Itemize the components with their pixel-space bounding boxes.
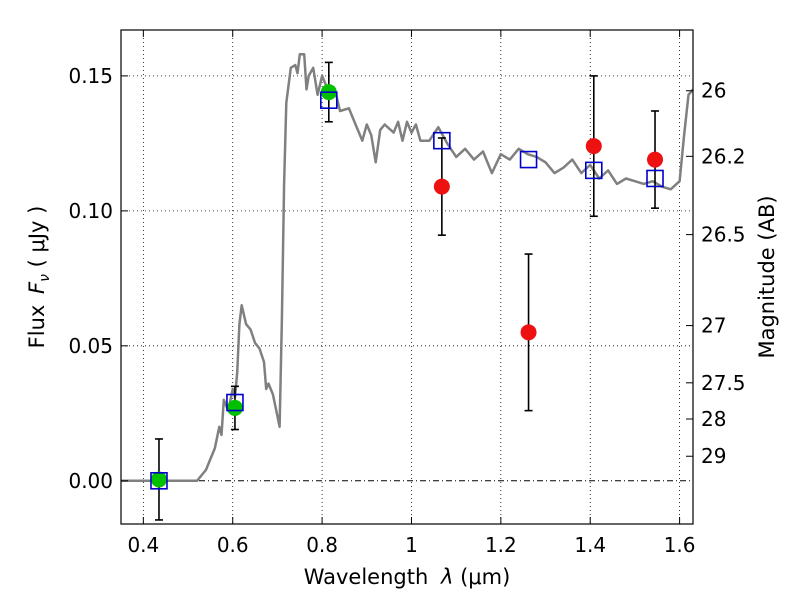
y-axis-label-text: Flux	[25, 305, 49, 349]
green-point	[150, 471, 167, 488]
y-axis-label: Flux Fν ( μJy )	[25, 206, 54, 349]
red-point	[585, 138, 602, 155]
plot-area	[121, 30, 693, 524]
x-tick-label: 1.6	[664, 533, 696, 557]
right-tick-label: 29	[701, 444, 726, 468]
x-tick-label: 1.2	[485, 533, 517, 557]
x-tick-label: 0.6	[217, 533, 249, 557]
y-axis-label-symbol: F	[25, 281, 49, 294]
y-axis-label-subscript: ν	[37, 274, 53, 282]
y-tick-label: 0.15	[68, 64, 113, 88]
y-axis-label-unit: ( μJy )	[25, 206, 49, 268]
x-tick-label: 0.4	[127, 533, 159, 557]
red-point	[433, 178, 450, 195]
right-tick-label: 27.5	[701, 371, 746, 395]
red-point	[647, 151, 664, 168]
x-tick-label: 0.8	[306, 533, 338, 557]
right-tick-label: 26.5	[701, 223, 746, 247]
model-square-point	[584, 161, 603, 180]
model-square-point	[433, 131, 451, 150]
axes: 0.4 0.6 0.8 1 1.2 1.4 1.6 0.00 0.05 0.10 0.15 26 26.…	[68, 30, 746, 557]
model-square-point	[226, 393, 244, 412]
right-tick-label: 26.2	[701, 144, 746, 168]
series-layer	[121, 53, 694, 521]
green-point	[226, 399, 243, 416]
x-axis-label-text: Wavelength	[304, 565, 429, 589]
model-square-point	[150, 472, 168, 490]
right-tick-label: 27	[701, 314, 726, 338]
model-square-point	[646, 169, 664, 188]
x-tick-label: 1	[405, 533, 418, 557]
y-tick-label: 0.05	[68, 334, 113, 358]
right-axis-label: Magnitude (AB)	[755, 195, 779, 358]
spectrum-line	[121, 53, 694, 483]
x-axis-label-symbol: λ	[440, 565, 453, 589]
model-square-point	[319, 91, 338, 109]
y-tick-label: 0.10	[68, 199, 113, 223]
right-tick-label: 28	[701, 407, 726, 431]
x-axis-label: Wavelength λ (μm)	[304, 565, 511, 589]
red-point	[520, 324, 537, 341]
x-tick-label: 1.4	[574, 533, 606, 557]
model-square-point	[519, 150, 538, 169]
right-tick-label: 26	[701, 79, 726, 103]
plot-frame	[120, 29, 694, 525]
y-tick-label: 0.00	[68, 469, 113, 493]
x-axis-label-unit: (μm)	[460, 565, 510, 589]
